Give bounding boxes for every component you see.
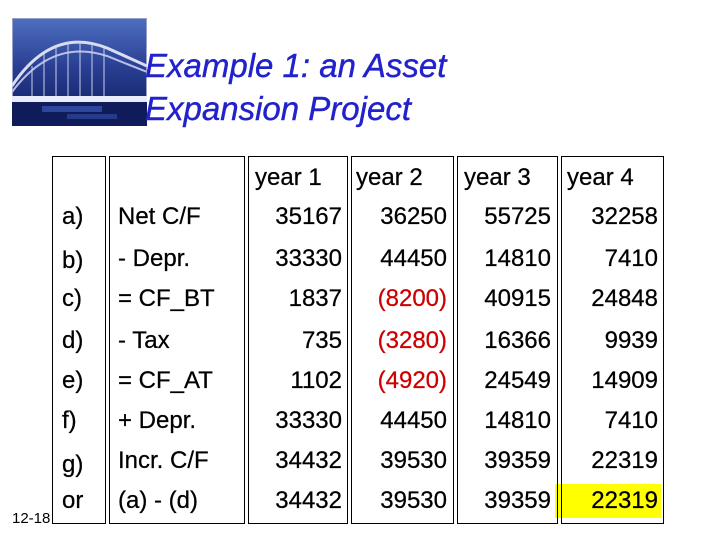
year2-value: 39530 bbox=[380, 447, 447, 474]
year4-value: 24848 bbox=[591, 285, 658, 312]
row-label: + Depr. bbox=[118, 407, 197, 434]
bridge-logo-image bbox=[12, 18, 147, 126]
title-line-1: Example 1: an Asset bbox=[145, 47, 447, 84]
year1-value: 33330 bbox=[275, 407, 342, 434]
slide-title: Example 1: an Asset Expansion Project bbox=[145, 44, 447, 130]
year3-value: 16366 bbox=[484, 327, 551, 354]
year4-value: 9939 bbox=[604, 327, 658, 354]
year2-value: 44450 bbox=[380, 245, 447, 272]
labels-column-frame bbox=[109, 156, 245, 524]
year1-value: 35167 bbox=[275, 203, 342, 230]
year1-value: 735 bbox=[301, 327, 342, 354]
year3-value: 39359 bbox=[484, 487, 551, 514]
year2-value-negative: (3280) bbox=[377, 327, 448, 354]
row-letter: f) bbox=[62, 407, 77, 434]
final-value-highlight bbox=[555, 484, 661, 518]
year2-column-frame bbox=[351, 156, 454, 524]
year3-value: 40915 bbox=[484, 285, 551, 312]
row-label: Net C/F bbox=[118, 203, 201, 230]
year4-value: 22319 bbox=[591, 447, 658, 474]
row-letter: c) bbox=[62, 285, 82, 312]
row-letter: e) bbox=[62, 367, 84, 394]
letters-column-frame bbox=[52, 156, 106, 524]
row-letter: or bbox=[62, 487, 84, 514]
year3-value: 14810 bbox=[484, 407, 551, 434]
year3-value: 55725 bbox=[484, 203, 551, 230]
year1-column-frame bbox=[248, 156, 348, 524]
year3-value: 14810 bbox=[484, 245, 551, 272]
title-line-2: Expansion Project bbox=[145, 90, 411, 127]
year4-value: 14909 bbox=[591, 367, 658, 394]
row-label: - Depr. bbox=[118, 245, 191, 272]
year1-value: 1102 bbox=[290, 367, 342, 394]
year4-value-highlighted: 22319 bbox=[591, 487, 658, 514]
year2-value-negative: (4920) bbox=[377, 367, 448, 394]
year1-value: 1837 bbox=[288, 285, 342, 312]
header-year-4: year 4 bbox=[567, 164, 634, 191]
row-letter: a) bbox=[62, 203, 84, 230]
year3-value: 39359 bbox=[484, 447, 551, 474]
row-label: = CF_BT bbox=[118, 285, 215, 312]
year1-value: 34432 bbox=[275, 487, 342, 514]
row-label: (a) - (d) bbox=[118, 487, 198, 514]
row-letter: b) bbox=[62, 247, 84, 274]
year4-value: 7410 bbox=[604, 407, 658, 434]
year2-value-negative: (8200) bbox=[377, 285, 448, 312]
row-label: = CF_AT bbox=[118, 367, 213, 394]
year1-value: 34432 bbox=[275, 447, 342, 474]
year4-column-frame bbox=[561, 156, 664, 524]
row-letter: g) bbox=[62, 451, 84, 478]
row-label: Incr. C/F bbox=[118, 447, 209, 474]
year2-value: 36250 bbox=[380, 203, 447, 230]
year2-value: 44450 bbox=[380, 407, 447, 434]
row-label: - Tax bbox=[118, 327, 170, 354]
header-year-2: year 2 bbox=[356, 164, 423, 191]
header-year-1: year 1 bbox=[255, 164, 322, 191]
slide-number: 12-18 bbox=[12, 510, 51, 527]
row-letter: d) bbox=[62, 327, 84, 354]
year4-value: 32258 bbox=[591, 203, 658, 230]
year1-value: 33330 bbox=[275, 245, 342, 272]
header-year-3: year 3 bbox=[464, 164, 531, 191]
year3-column-frame bbox=[457, 156, 558, 524]
year4-value: 7410 bbox=[604, 245, 658, 272]
year2-value: 39530 bbox=[380, 487, 447, 514]
year3-value: 24549 bbox=[484, 367, 551, 394]
